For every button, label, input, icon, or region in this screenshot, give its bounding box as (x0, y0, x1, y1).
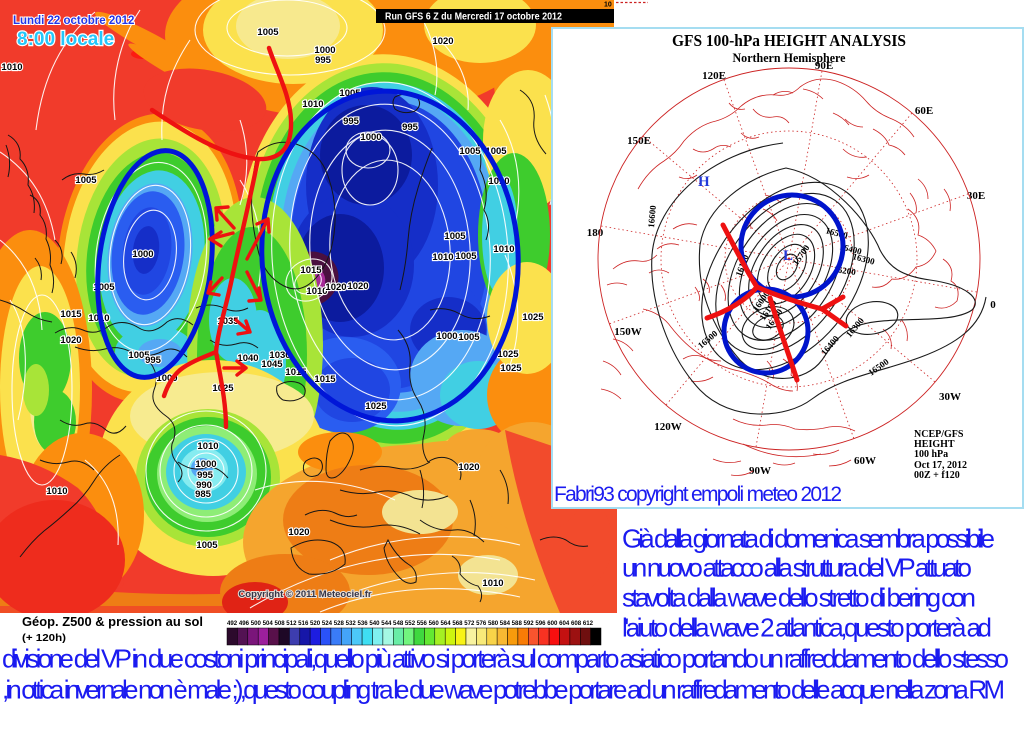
svg-text:1005: 1005 (75, 175, 97, 186)
svg-text:120E: 120E (702, 70, 726, 82)
svg-text:90W: 90W (749, 465, 771, 477)
svg-text:90E: 90E (815, 60, 833, 72)
svg-text:1020: 1020 (288, 527, 309, 538)
svg-text:Run GFS 6 Z du Mercredi 17 oct: Run GFS 6 Z du Mercredi 17 octobre 2012 (385, 12, 562, 23)
svg-text:Oct 17, 2012: Oct 17, 2012 (914, 460, 967, 471)
svg-text:1005: 1005 (444, 231, 466, 242)
svg-text:00Z + f120: 00Z + f120 (914, 470, 960, 481)
svg-text:1010: 1010 (1, 62, 22, 73)
svg-text:1015: 1015 (314, 374, 336, 385)
svg-text:492 496 500 504 508 512 516 52: 492 496 500 504 508 512 516 520 524 528 … (227, 620, 594, 627)
svg-text:un nuovo attacco alla struttur: un nuovo attacco alla struttura del VP a… (622, 553, 972, 583)
svg-text:1020: 1020 (432, 36, 453, 47)
svg-text:1005: 1005 (455, 251, 477, 262)
svg-text:995: 995 (315, 55, 332, 66)
svg-text:1010: 1010 (302, 99, 323, 110)
svg-text:GFS 100-hPa HEIGHT ANALYSIS: GFS 100-hPa HEIGHT ANALYSIS (672, 31, 906, 50)
svg-text:Géop. Z500 & pression au sol: Géop. Z500 & pression au sol (22, 614, 203, 629)
svg-text:1025: 1025 (500, 363, 522, 374)
svg-text:Lundi 22 octobre 2012: Lundi 22 octobre 2012 (13, 15, 134, 27)
svg-text:1010: 1010 (306, 286, 327, 297)
svg-text:1005: 1005 (459, 146, 481, 157)
svg-text:1005: 1005 (257, 27, 279, 38)
svg-text:1010: 1010 (482, 578, 503, 589)
svg-text:Già dalla giornata di domenica: Già dalla giornata di domenica sembra po… (622, 524, 995, 554)
svg-text:Fabri93 copyright empoli meteo: Fabri93 copyright empoli meteo 2012 (554, 483, 842, 506)
svg-text:HEIGHT: HEIGHT (914, 439, 955, 450)
svg-text:995: 995 (145, 355, 162, 366)
svg-text:100 hPa: 100 hPa (914, 449, 948, 460)
svg-text:990: 990 (196, 480, 212, 491)
svg-text:1010: 1010 (197, 441, 218, 452)
svg-text:1020: 1020 (458, 462, 479, 473)
svg-text:(+ 120h): (+ 120h) (22, 632, 66, 644)
svg-text:Northern Hemisphere: Northern Hemisphere (733, 51, 846, 65)
svg-text:1040: 1040 (237, 353, 258, 364)
svg-text:1000: 1000 (195, 459, 216, 470)
svg-text:1020: 1020 (347, 281, 368, 292)
svg-text:1000: 1000 (314, 45, 335, 56)
svg-text:1000: 1000 (360, 132, 381, 143)
svg-text:30E: 30E (967, 190, 985, 202)
svg-text:1020: 1020 (60, 335, 81, 346)
svg-text:10: 10 (604, 2, 612, 9)
svg-text:995: 995 (343, 116, 360, 127)
svg-text:60E: 60E (915, 105, 933, 117)
svg-text:1005: 1005 (128, 350, 150, 361)
svg-text:60W: 60W (854, 455, 876, 467)
svg-text:1000: 1000 (436, 331, 457, 342)
svg-text:l'aiuto della wave 2 atlantica: l'aiuto della wave 2 atlantica,questo po… (622, 613, 992, 643)
svg-text:120W: 120W (654, 421, 682, 433)
svg-text:,in ottica invernale non è mal: ,in ottica invernale non è male ;),quest… (2, 675, 1005, 705)
svg-text:1020: 1020 (325, 282, 346, 293)
svg-text:1025: 1025 (365, 401, 387, 412)
svg-text:stavolta dalla wave dello stre: stavolta dalla wave dello stretto di ber… (622, 583, 976, 613)
svg-text:995: 995 (402, 122, 419, 133)
svg-text:8:00 locale: 8:00 locale (17, 29, 114, 50)
svg-text:Copyright © 2011 Meteociel.fr: Copyright © 2011 Meteociel.fr (238, 589, 371, 600)
svg-text:divisione del VP in due coston: divisione del VP in due costoni principa… (2, 644, 1009, 674)
svg-text:0: 0 (990, 299, 996, 311)
svg-text:1025: 1025 (497, 349, 519, 360)
svg-text:H: H (698, 174, 710, 190)
svg-text:985: 985 (195, 489, 212, 500)
svg-text:150W: 150W (614, 326, 642, 338)
svg-text:995: 995 (197, 470, 214, 481)
svg-text:1010: 1010 (432, 252, 453, 263)
svg-text:1045: 1045 (261, 359, 283, 370)
svg-text:16600: 16600 (646, 204, 658, 228)
svg-text:1005: 1005 (458, 332, 480, 343)
svg-text:NCEP/GFS: NCEP/GFS (914, 429, 964, 440)
svg-text:1000: 1000 (132, 249, 153, 260)
svg-text:1015: 1015 (300, 265, 322, 276)
svg-text:1015: 1015 (60, 309, 82, 320)
svg-text:1010: 1010 (493, 244, 514, 255)
svg-text:30W: 30W (939, 391, 961, 403)
svg-text:1010: 1010 (46, 486, 67, 497)
svg-text:1025: 1025 (522, 312, 544, 323)
svg-text:1005: 1005 (196, 540, 218, 551)
svg-text:L: L (783, 248, 793, 264)
